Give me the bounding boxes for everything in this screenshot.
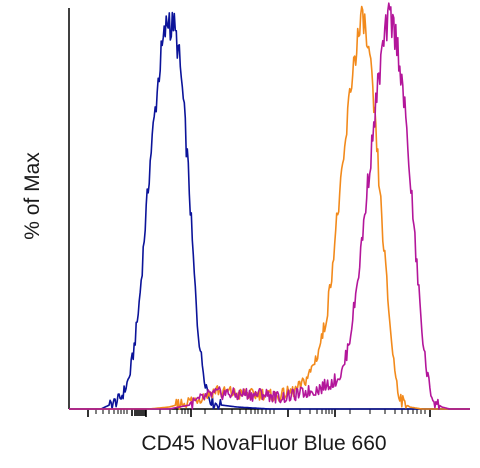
- histogram-series-line: [69, 5, 470, 410]
- y-axis-label: % of Max: [21, 152, 44, 240]
- histogram-series-line: [69, 11, 470, 410]
- x-axis-label: CD45 NovaFluor Blue 660: [141, 432, 387, 455]
- histogram-series-line: [69, 2, 470, 410]
- series-layer: [69, 2, 470, 410]
- x-axis-ticks: [87, 409, 431, 417]
